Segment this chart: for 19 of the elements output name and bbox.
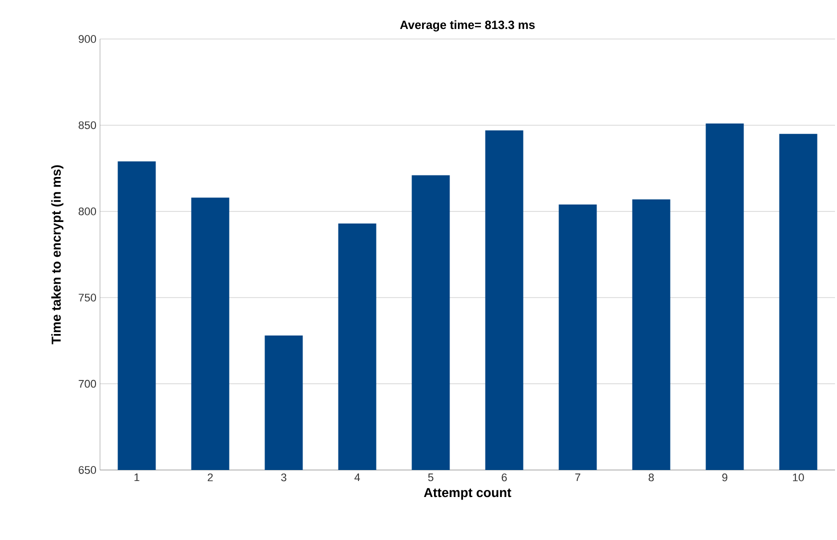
y-tick-label: 800 [78,208,96,216]
x-tick-label: 8 [648,474,654,482]
x-tick-label: 9 [722,474,728,482]
x-tick-label: 3 [281,474,286,482]
chart-title: Average time= 813.3 ms [400,20,535,32]
x-tick-label: 5 [428,474,434,482]
y-axis-title: Time taken to encrypt (in ms) [51,165,64,344]
y-tick-label: 750 [78,294,96,302]
y-tick-label: 850 [78,121,96,130]
x-tick-label: 6 [502,474,507,482]
x-tick-label: 2 [208,474,213,482]
x-tick-label: 1 [134,474,140,482]
y-tick-label: 650 [78,466,96,474]
x-axis-title: Attempt count [424,488,512,500]
y-tick-label: 700 [78,380,96,388]
x-tick-label: 10 [793,474,804,482]
y-tick-label: 900 [78,35,96,43]
x-tick-label: 4 [354,474,360,482]
x-tick-label: 7 [575,474,580,482]
